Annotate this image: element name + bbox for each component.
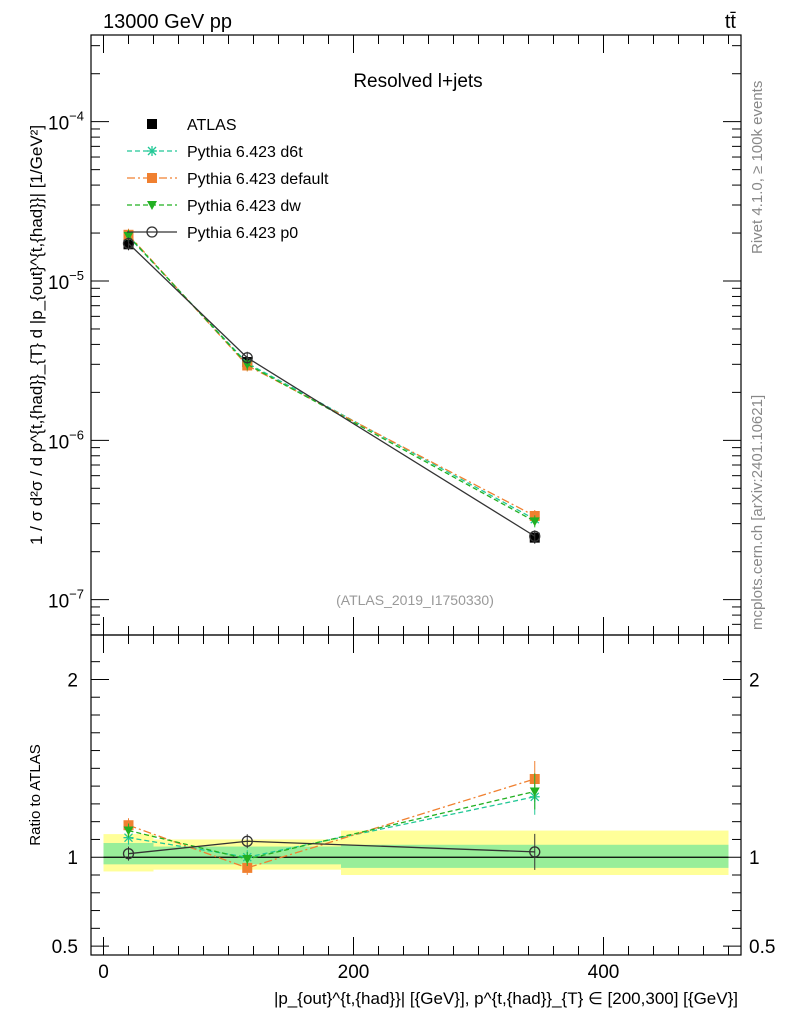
legend-entry-atlas: ATLAS: [147, 117, 237, 134]
legend-entry-pythia-6-423-default: Pythia 6.423 default: [127, 171, 329, 188]
ratio-series-pythia-6-423-p0: [122, 833, 541, 870]
point-pythia-6-423-dw: [529, 517, 540, 527]
ratio-y-tick-label-right: 0.5: [749, 937, 775, 958]
x-tick-label: 0: [98, 962, 109, 983]
legend-marker: [147, 173, 157, 183]
legend-marker: [147, 119, 157, 129]
series-pythia-6-423-d6t: [123, 230, 540, 526]
ratio-point-pythia-6-423-p0: [529, 846, 541, 858]
ratio-panel-frame: [90, 634, 742, 956]
ratio-point-pythia-6-423-dw: [242, 855, 253, 864]
main-y-axis-label: 1 / σ d²σ / d p^{t,{had}}_{T} d |p_{out}…: [27, 125, 46, 545]
ratio-y-tick-label: 0.5: [52, 937, 78, 958]
point-pythia-6-423-p0: [241, 352, 253, 364]
x-tick-label: 200: [338, 962, 370, 983]
process-label: tt̄: [725, 11, 737, 33]
legend-entry-pythia-6-423-p0: Pythia 6.423 p0: [127, 225, 298, 242]
point-pythia-6-423-p0: [122, 237, 135, 250]
y-tick-label: 10−5: [48, 268, 84, 294]
legend-marker: [146, 226, 158, 238]
point-pythia-6-423-dw: [123, 231, 134, 241]
analysis-id: (ATLAS_2019_I1750330): [336, 592, 494, 608]
ratio-y-axis-label: Ratio to ATLAS: [27, 744, 44, 845]
ratio-line-pythia-6-423-default: [128, 778, 535, 869]
series-pythia-6-423-dw: [123, 229, 540, 528]
ratio-point-pythia-6-423-dw: [123, 826, 134, 836]
ratio-y-tick-label-right: 1: [749, 848, 760, 869]
legend-label: Pythia 6.423 default: [187, 171, 329, 188]
ratio-point-pythia-6-423-d6t: [123, 832, 134, 843]
series-pythia-6-423-default: [123, 228, 540, 523]
x-tick-label: 400: [588, 962, 620, 983]
point-pythia-6-423-p0: [529, 530, 541, 542]
ratio-y-tick-label: 2: [67, 670, 78, 691]
line-pythia-6-423-p0: [128, 243, 536, 537]
legend-entry-pythia-6-423-dw: Pythia 6.423 dw: [127, 198, 301, 215]
legend-label: Pythia 6.423 d6t: [187, 144, 303, 161]
ratio-point-pythia-6-423-default: [242, 862, 253, 873]
legend-label: Pythia 6.423 dw: [187, 198, 301, 215]
ratio-series-pythia-6-423-dw: [123, 773, 540, 866]
line-pythia-6-423-default: [128, 234, 536, 517]
line-pythia-6-423-d6t: [128, 236, 536, 520]
series-pythia-6-423-p0: [122, 237, 541, 543]
marker-stroke: [124, 833, 133, 843]
ratio-y-tick-label-right: 2: [749, 670, 760, 691]
y-tick-label: 10−4: [48, 109, 84, 135]
x-axis-label: |p_{out}^{t,{had}}| [{GeV}], p^{t,{had}}…: [274, 989, 738, 1008]
ratio-point-pythia-6-423-p0: [241, 835, 253, 847]
marker-stroke: [147, 146, 157, 156]
line-pythia-6-423-dw: [128, 235, 536, 522]
legend-label: ATLAS: [187, 117, 237, 134]
legend-marker: [147, 201, 157, 210]
legend-entry-pythia-6-423-d6t: Pythia 6.423 d6t: [127, 144, 303, 161]
ratio-point-pythia-6-423-dw: [529, 787, 540, 797]
series-atlas: [123, 238, 540, 544]
ratio-point-pythia-6-423-p0: [122, 848, 135, 860]
rivet-label: Rivet 4.1.0, ≥ 100k events: [749, 81, 766, 254]
y-tick-label: 10−6: [48, 427, 84, 453]
energy-label: 13000 GeV pp: [103, 11, 232, 33]
plot-title: Resolved l+jets: [353, 71, 482, 92]
ratio-y-tick-label: 1: [67, 848, 78, 869]
legend-marker: [147, 146, 157, 156]
legend-label: Pythia 6.423 p0: [187, 225, 298, 242]
y-tick-label: 10−7: [48, 587, 84, 613]
mcplots-label: mcplots.cern.ch [arXiv:2401.10621]: [749, 395, 766, 630]
